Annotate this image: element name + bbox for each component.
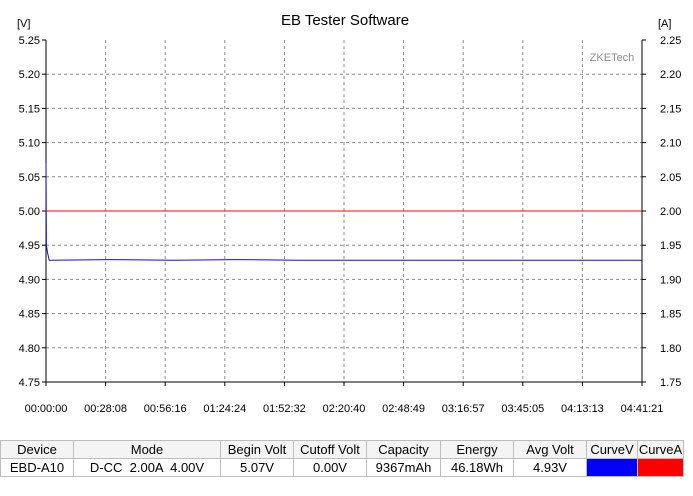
cell-capacity: 9367mAh	[366, 458, 441, 477]
cell-cutoff-volt: 0.00V	[293, 458, 367, 477]
left-tick-label: 4.85	[19, 309, 40, 321]
left-tick-label: 4.95	[19, 240, 40, 252]
cell-begin-volt: 5.07V	[220, 458, 294, 477]
x-tick-label: 02:20:40	[323, 403, 366, 415]
x-tick-label: 01:52:32	[263, 403, 306, 415]
x-tick-label: 03:16:57	[442, 403, 485, 415]
right-tick-label: 1.95	[660, 240, 681, 252]
x-tick-label: 00:56:16	[144, 403, 187, 415]
left-axis: 5.25 5.20 5.15 5.10 5.05 5.00 4.95 4.90 4.85 4.80…	[19, 35, 47, 389]
right-tick-label: 2.20	[660, 69, 681, 81]
header-capacity[interactable]: Capacity	[366, 440, 441, 459]
left-tick-label: 5.20	[19, 69, 40, 81]
right-tick-label: 2.10	[660, 138, 681, 150]
x-tick-label: 02:48:49	[382, 403, 425, 415]
x-tick-label: 04:41:21	[621, 403, 664, 415]
table-header-row: Device Mode Begin Volt Cutoff Volt Capac…	[0, 440, 684, 459]
header-avg-volt[interactable]: Avg Volt	[513, 440, 587, 459]
left-tick-label: 5.00	[19, 206, 40, 218]
x-tick-label: 00:28:08	[84, 403, 127, 415]
right-tick-label: 1.80	[660, 343, 681, 355]
right-tick-label: 2.05	[660, 172, 681, 184]
series-layer	[45, 163, 642, 261]
left-tick-label: 5.10	[19, 138, 40, 150]
left-tick-label: 4.75	[19, 377, 40, 389]
cell-avg-volt: 4.93V	[513, 458, 587, 477]
right-tick-label: 2.15	[660, 103, 681, 115]
right-tick-label: 1.75	[660, 377, 681, 389]
cell-device: EBD-A10	[0, 458, 74, 477]
table-row[interactable]: EBD-A10 D-CC 2.00A 4.00V 5.07V 0.00V 936…	[0, 458, 684, 477]
cell-mode: D-CC 2.00A 4.00V	[73, 458, 221, 477]
x-tick-label: 03:45:05	[501, 403, 544, 415]
x-axis: 00:00:00 00:28:08 00:56:16 01:24:24 01:52:32…	[25, 381, 664, 415]
left-tick-label: 4.80	[19, 343, 40, 355]
x-tick-label: 01:24:24	[203, 403, 246, 415]
left-tick-label: 4.90	[19, 274, 40, 286]
chart-title: EB Tester Software	[281, 12, 409, 29]
header-begin-volt[interactable]: Begin Volt	[220, 440, 294, 459]
x-tick-label: 04:13:13	[561, 403, 604, 415]
curve-a-color-swatch[interactable]	[637, 458, 684, 477]
header-curve-a[interactable]: CurveA	[637, 440, 684, 459]
right-axis-unit: [A]	[658, 18, 671, 30]
left-axis-unit: [V]	[17, 18, 30, 30]
voltage-current-chart: EB Tester Software [V] [A] 5.255.205.155…	[17, 12, 681, 415]
series-line-curvev	[45, 163, 642, 261]
right-tick-label: 1.90	[660, 274, 681, 286]
watermark: ZKETech	[590, 52, 635, 64]
right-tick-label: 1.85	[660, 309, 681, 321]
results-table: Device Mode Begin Volt Cutoff Volt Capac…	[0, 440, 684, 477]
right-tick-label: 2.00	[660, 206, 681, 218]
left-tick-label: 5.25	[19, 35, 40, 47]
header-energy[interactable]: Energy	[440, 440, 514, 459]
left-tick-label: 5.15	[19, 103, 40, 115]
header-curve-v[interactable]: CurveV	[586, 440, 638, 459]
header-device[interactable]: Device	[0, 440, 74, 459]
left-tick-label: 5.05	[19, 172, 40, 184]
header-cutoff-volt[interactable]: Cutoff Volt	[293, 440, 367, 459]
cell-energy: 46.18Wh	[440, 458, 514, 477]
header-mode[interactable]: Mode	[73, 440, 221, 459]
curve-v-color-swatch[interactable]	[586, 458, 638, 477]
x-tick-label: 00:00:00	[25, 403, 68, 415]
right-axis: 2.25 2.20 2.15 2.10 2.05 2.00 1.95 1.90 1.85 1.80…	[641, 35, 681, 389]
right-tick-label: 2.25	[660, 35, 681, 47]
